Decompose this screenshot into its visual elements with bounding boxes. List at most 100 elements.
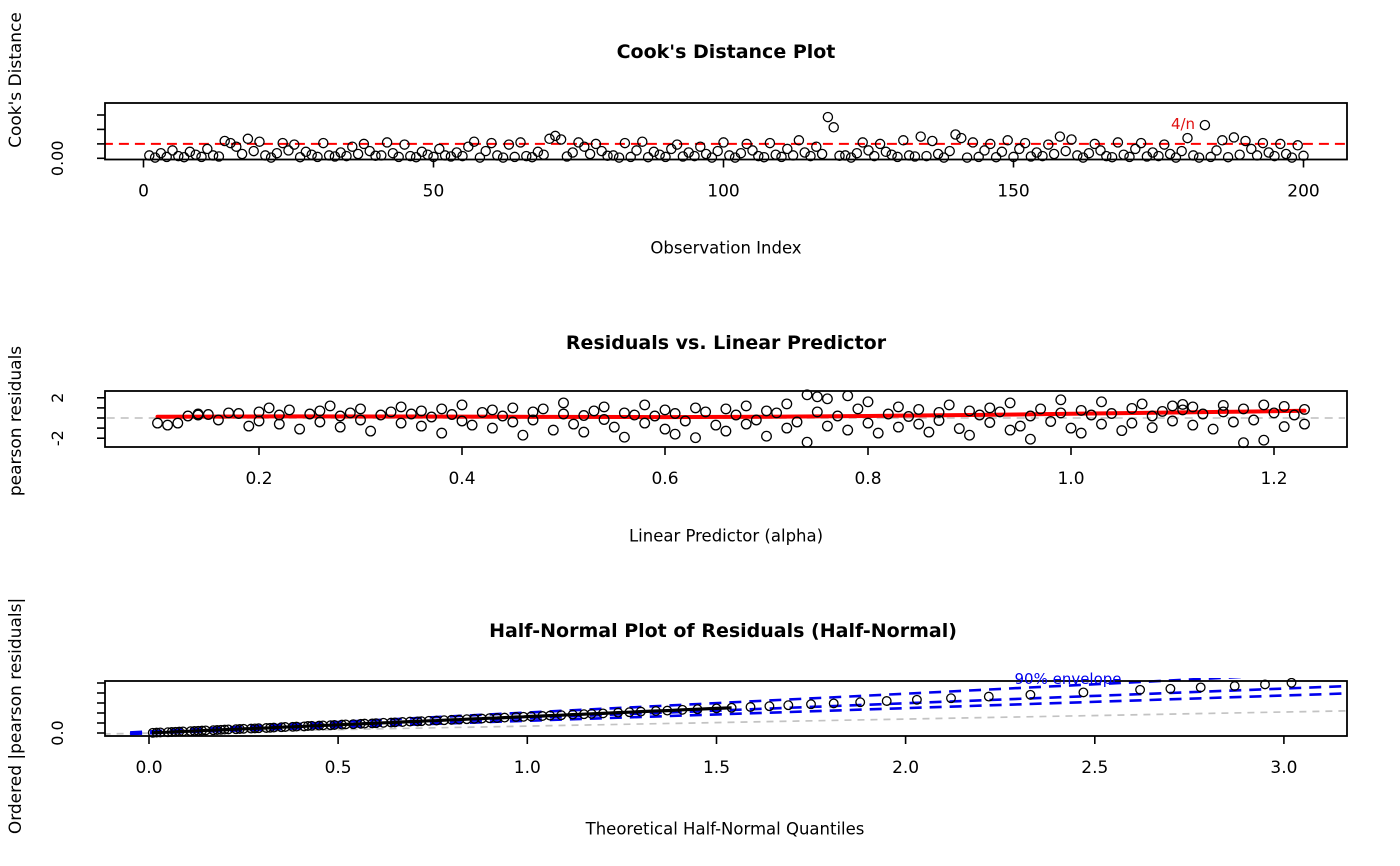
x-tick-label: 50 (423, 182, 445, 202)
residual-point (964, 405, 975, 417)
cooks-point (973, 151, 984, 163)
residual-point (842, 424, 854, 436)
cooks-point (1095, 145, 1106, 156)
cooks-point (1280, 148, 1292, 160)
half-normal-point (197, 725, 207, 736)
cooks-point (283, 145, 294, 156)
half-normal-point (302, 721, 313, 731)
residual-point (415, 405, 427, 417)
residual-point (923, 426, 935, 438)
panel3-title: Half-Normal Plot of Residuals (Half-Norm… (489, 620, 957, 642)
cooks-point (196, 151, 207, 163)
cooks-point (700, 148, 712, 160)
residual-point (527, 406, 539, 418)
cooks-point (202, 143, 213, 155)
residual-point (730, 409, 742, 421)
cooks-point (712, 145, 723, 157)
residual-point (1288, 409, 1300, 421)
residual-point (1116, 425, 1128, 437)
cooks-point (1228, 132, 1240, 143)
cooks-point (1205, 151, 1216, 163)
residual-point (334, 410, 346, 422)
half-normal-point (208, 725, 219, 736)
half-normal-point (329, 720, 340, 730)
residual-point (892, 401, 904, 413)
cooks-point (695, 141, 706, 152)
residual-point (710, 419, 722, 431)
half-normal-point (650, 706, 661, 716)
half-normal-point (745, 702, 756, 712)
cooks-point (706, 152, 718, 163)
residual-point (1004, 424, 1016, 436)
residual-point (669, 408, 681, 419)
cooks-point (1002, 135, 1013, 146)
cooks-point (1234, 149, 1245, 160)
residual-point (527, 414, 539, 426)
half-normal-point (439, 715, 450, 726)
cooks-point (1176, 145, 1187, 157)
residual-point (679, 415, 691, 427)
cooks-point (387, 147, 399, 159)
half-normal-point (855, 697, 866, 708)
half-normal-point (261, 723, 272, 733)
cooks-point (1054, 131, 1066, 142)
x-tick-label: 150 (997, 182, 1029, 202)
residual-point (558, 397, 569, 409)
cooks-point (660, 151, 671, 163)
half-normal-point (492, 713, 502, 723)
half-normal-point (355, 718, 366, 729)
cooks-point (335, 147, 346, 158)
half-normal-point (635, 706, 646, 717)
cooks-point (909, 151, 921, 162)
residual-point (750, 414, 762, 426)
cooks-point (927, 135, 938, 147)
cooks-point (985, 138, 996, 150)
residual-point (1278, 400, 1290, 412)
half-normal-point (431, 715, 442, 726)
envelope-label: 90% envelope (1014, 670, 1122, 688)
residual-point (933, 406, 945, 418)
residual-point (720, 425, 732, 437)
half-normal-point (287, 721, 298, 732)
cooks-point (753, 150, 764, 162)
residual-point (385, 406, 397, 418)
residual-point (304, 408, 316, 420)
cooks-point (915, 131, 926, 142)
cooks-point (1159, 139, 1170, 150)
half-normal-point (193, 725, 204, 736)
residual-point (182, 410, 194, 422)
half-normal-point (405, 716, 415, 727)
cooks-point (1043, 139, 1054, 150)
cooks-point (225, 137, 236, 149)
half-normal-point (397, 717, 408, 727)
residual-point (568, 418, 580, 430)
half-normal-point (340, 719, 351, 730)
residual-point (1096, 396, 1107, 408)
cooks-point (1106, 151, 1118, 163)
cooks-point (1240, 135, 1251, 147)
x-tick-label: 0.6 (651, 469, 678, 489)
x-tick-label: 0.5 (325, 758, 352, 778)
residual-point (273, 418, 285, 430)
residual-point (659, 423, 671, 435)
x-tick-label: 1.0 (1057, 469, 1084, 489)
residual-point (933, 415, 945, 426)
residual-point (740, 418, 752, 430)
cooks-point (509, 151, 520, 163)
cooks-point (938, 152, 950, 163)
residual-point (405, 408, 417, 420)
residual-point (1238, 437, 1249, 449)
cooks-point (555, 134, 567, 145)
cooks-point (306, 149, 317, 160)
cooks-point (486, 137, 497, 149)
residual-point (852, 403, 864, 415)
cooks-point (364, 145, 375, 157)
residual-point (1187, 419, 1199, 431)
residual-point (964, 429, 975, 441)
residual-point (1238, 403, 1249, 415)
residual-point (1024, 433, 1036, 445)
cooks-point (1170, 152, 1182, 163)
half-normal-point (598, 708, 608, 719)
cooks-point (1135, 137, 1147, 149)
